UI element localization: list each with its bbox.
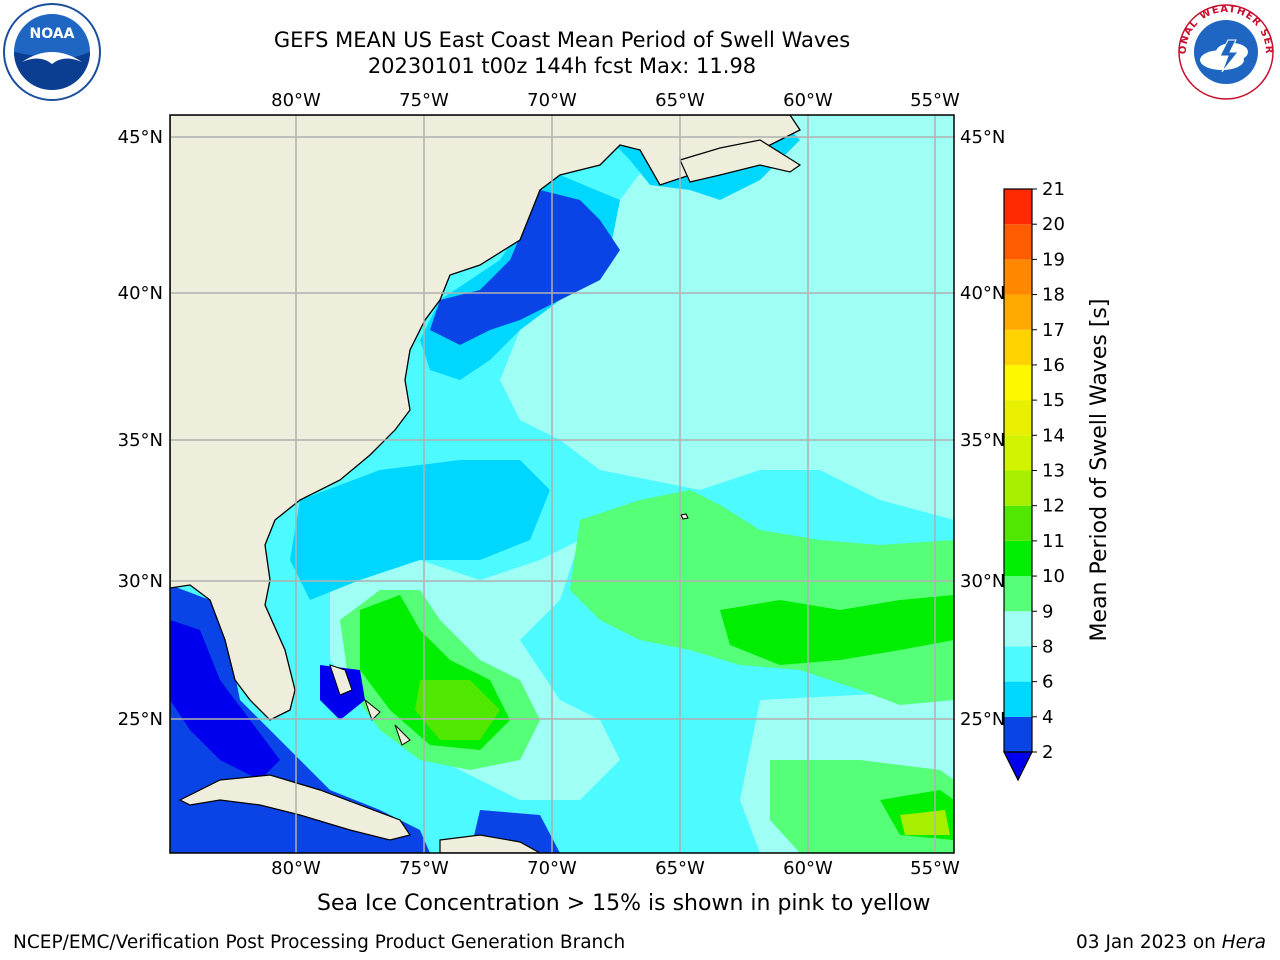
chart-title: GEFS MEAN US East Coast Mean Period of S…: [273, 28, 851, 52]
lat-label-right: 45°N: [960, 127, 1005, 148]
colorbar-swatch: [1004, 329, 1032, 365]
national-weather-service-logo: NATIONAL WEATHER SERVICE: [1176, 2, 1274, 100]
colorbar-swatch: [1004, 259, 1032, 295]
colorbar-label: 9: [1042, 601, 1053, 622]
period-11-12-core-southeast: [900, 810, 950, 835]
lat-label-right: 25°N: [960, 709, 1005, 730]
lon-label-bottom: 55°W: [910, 858, 960, 879]
colorbar-swatch: [1004, 576, 1032, 612]
colorbar-swatch: [1004, 400, 1032, 436]
period-11-12-core-west: [415, 680, 500, 740]
colorbar-label: 11: [1042, 531, 1065, 552]
lat-label-left: 25°N: [118, 709, 163, 730]
sea-ice-note: Sea Ice Concentration > 15% is shown in …: [317, 891, 931, 916]
lon-label-top: 55°W: [910, 90, 960, 111]
latitude-labels-left: 45°N 40°N 35°N 30°N 25°N: [118, 127, 163, 730]
colorbar-extend-arrow: [1003, 751, 1033, 782]
chart-subtitle: 20230101 t00z 144h fcst Max: 11.98: [367, 54, 757, 78]
lon-label-bottom: 70°W: [527, 858, 577, 879]
colorbar-label: 8: [1042, 636, 1053, 657]
colorbar-swatch: [1004, 505, 1032, 541]
colorbar-label: 16: [1042, 355, 1065, 376]
lon-label-bottom: 65°W: [655, 858, 705, 879]
period-4-6-region-central: [290, 460, 550, 600]
land-hispaniola: [439, 834, 541, 853]
longitude-labels-top: 80°W 75°W 70°W 65°W 60°W 55°W: [271, 90, 960, 111]
land-north-america: [170, 115, 801, 721]
colorbar-label: 20: [1042, 214, 1065, 235]
colorbar-label: 17: [1042, 320, 1065, 341]
lat-label-left: 45°N: [118, 127, 163, 148]
map-gridlines: [170, 115, 954, 853]
colorbar-label: 6: [1042, 672, 1053, 693]
machine-name: Hera: [1221, 932, 1266, 953]
lat-label-left: 35°N: [118, 430, 163, 451]
land-nova-scotia: [679, 139, 802, 183]
colorbar-swatch: [1004, 364, 1032, 401]
colorbar-label: 10: [1042, 566, 1065, 587]
colorbar-swatch: [1004, 435, 1032, 471]
run-date-text: 03 Jan 2023 on: [1076, 932, 1222, 953]
colorbar-swatch: [1004, 681, 1032, 717]
lon-label-top: 80°W: [271, 90, 321, 111]
colorbar-title: Mean Period of Swell Waves [s]: [1087, 299, 1112, 642]
longitude-labels-bottom: 80°W 75°W 70°W 65°W 60°W 55°W: [271, 858, 960, 879]
colorbar-label: 19: [1042, 249, 1065, 270]
run-date: 03 Jan 2023 on Hera: [1076, 932, 1266, 953]
lon-label-bottom: 75°W: [399, 858, 449, 879]
colorbar-label: 15: [1042, 390, 1065, 411]
colorbar-label: 18: [1042, 285, 1065, 306]
lat-label-right: 40°N: [960, 283, 1005, 304]
lon-label-top: 70°W: [527, 90, 577, 111]
colorbar-label: 13: [1042, 461, 1065, 482]
period-2-4-region-north: [430, 190, 620, 345]
latitude-labels-right: 45°N 40°N 35°N 30°N 25°N: [960, 127, 1005, 730]
swell-period-field: [170, 115, 954, 853]
lon-label-top: 75°W: [399, 90, 449, 111]
lon-label-top: 60°W: [783, 90, 833, 111]
colorbar-swatch: [1004, 716, 1032, 752]
colorbar-label: 2: [1042, 742, 1053, 763]
colorbar-label: 4: [1042, 707, 1053, 728]
colorbar-swatch: [1004, 611, 1032, 647]
colorbar-swatch: [1004, 189, 1032, 225]
colorbar-label: 14: [1042, 425, 1065, 446]
lon-label-top: 65°W: [655, 90, 705, 111]
lat-label-left: 40°N: [118, 283, 163, 304]
lat-label-right: 30°N: [960, 571, 1005, 592]
period-below-2-region-gulf: [170, 620, 280, 780]
noaa-logo: NOAA: [3, 3, 101, 101]
period-10-11-region-east: [720, 595, 954, 665]
colorbar-label: 12: [1042, 496, 1065, 517]
colorbar-label: 21: [1042, 179, 1065, 200]
land-bahamas: [329, 664, 411, 746]
colorbar-swatch: [1004, 224, 1032, 260]
lon-label-bottom: 60°W: [783, 858, 833, 879]
lat-label-right: 35°N: [960, 430, 1005, 451]
colorbar-swatch: [1004, 470, 1032, 506]
land-bermuda: [680, 513, 689, 520]
credit-line: NCEP/EMC/Verification Post Processing Pr…: [13, 932, 626, 953]
lat-label-left: 30°N: [118, 571, 163, 592]
map-frame: [169, 114, 955, 854]
colorbar-swatch: [1004, 540, 1032, 577]
svg-text:NOAA: NOAA: [30, 26, 75, 42]
colorbar-swatch: [1004, 294, 1032, 330]
lon-label-bottom: 80°W: [271, 858, 321, 879]
colorbar: 2 4 6 8 9 10 11 12 13 14 15 16 17 18 19 20 21: [1003, 179, 1065, 782]
land-cuba: [178, 774, 411, 841]
colorbar-swatch: [1004, 646, 1032, 682]
